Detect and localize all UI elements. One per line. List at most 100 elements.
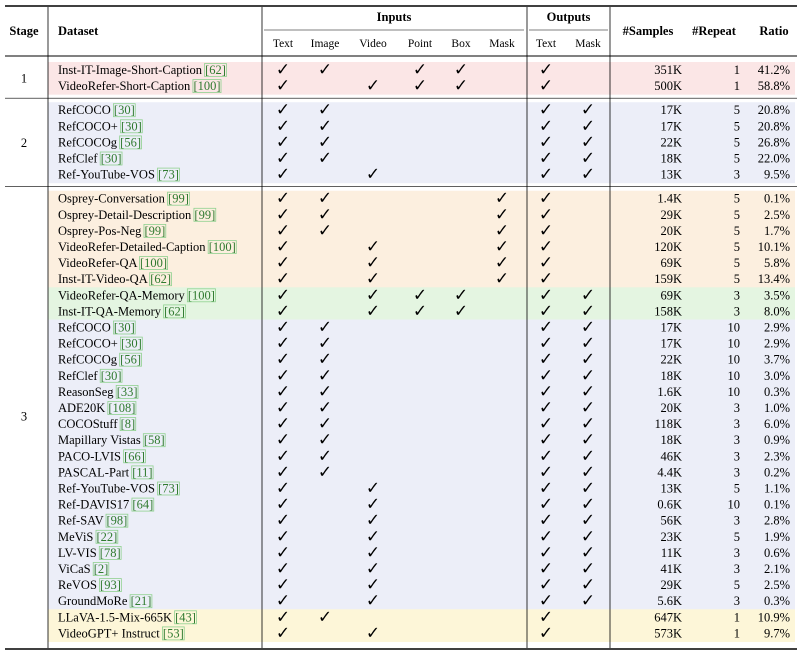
- citation-link[interactable]: [62]: [150, 272, 171, 286]
- input-check-icon: ✓: [366, 591, 380, 610]
- citation-box: [207, 240, 237, 254]
- ratio-value: 0.3%: [764, 594, 790, 608]
- citation-link[interactable]: [21]: [131, 594, 152, 608]
- citation-link[interactable]: [30]: [101, 369, 122, 383]
- input-check-icon: ✓: [276, 285, 290, 304]
- input-check-icon: ✓: [366, 479, 380, 498]
- citation-link[interactable]: [100]: [188, 288, 215, 302]
- table-row: Mapillary Vistas [58] ✓ ✓ ✓ ✓ 18K 3 0.9%: [58, 430, 790, 449]
- input-check-icon: ✓: [318, 132, 332, 151]
- citation-link[interactable]: [2]: [94, 562, 109, 576]
- citation-link[interactable]: [100]: [209, 240, 236, 254]
- citation-link[interactable]: [33]: [117, 385, 138, 399]
- citation-link[interactable]: [93]: [100, 578, 121, 592]
- citation-link[interactable]: [30]: [121, 119, 142, 133]
- citation-link[interactable]: [99]: [168, 192, 189, 206]
- citation-link[interactable]: [66]: [124, 449, 145, 463]
- dataset-name-text: Ref-YouTube-VOS: [58, 482, 155, 496]
- citation-link[interactable]: [100]: [193, 79, 220, 93]
- citation-link[interactable]: [53]: [163, 626, 184, 640]
- citation-link[interactable]: [30]: [114, 321, 135, 335]
- citation-link[interactable]: [99]: [194, 208, 215, 222]
- citation-link[interactable]: [100]: [140, 256, 167, 270]
- citation-link[interactable]: [22]: [97, 530, 118, 544]
- citation-link[interactable]: [62]: [164, 304, 185, 318]
- input-check-icon: ✓: [276, 398, 290, 417]
- output-check-icon: ✓: [539, 366, 553, 385]
- input-check-icon: ✓: [318, 334, 332, 353]
- ratio-header: Ratio: [759, 24, 788, 38]
- citation-link[interactable]: [30]: [114, 103, 135, 117]
- output-check-icon: ✓: [581, 527, 595, 546]
- dataset-name: Ref-YouTube-VOS [73]: [58, 482, 179, 496]
- row-background: [48, 62, 795, 79]
- citation-link[interactable]: [11]: [132, 465, 152, 479]
- repeat-value: 5: [734, 240, 740, 254]
- input-check-icon: ✓: [366, 495, 380, 514]
- samples-value: 351K: [654, 63, 682, 77]
- citation-box: [163, 304, 186, 319]
- dataset-name-text: Ref-YouTube-VOS: [58, 168, 155, 182]
- row-background: [48, 609, 795, 626]
- citation-link[interactable]: [99]: [144, 224, 165, 238]
- dataset-name: Ref-DAVIS17 [64]: [58, 498, 153, 512]
- citation-link[interactable]: [78]: [100, 546, 121, 560]
- dataset-name: VideoRefer-Detailed-Caption [100]: [58, 240, 236, 254]
- output-check-icon: ✓: [539, 116, 553, 135]
- samples-value: 17K: [660, 337, 682, 351]
- row-background: [48, 190, 795, 208]
- citation-box: [113, 320, 136, 335]
- citation-link[interactable]: [58]: [144, 433, 165, 447]
- dataset-name: RefCOCO [30]: [58, 321, 135, 335]
- dataset-name: Inst-IT-QA-Memory [62]: [58, 304, 185, 318]
- citation-link[interactable]: [30]: [121, 337, 142, 351]
- citation-link[interactable]: [98]: [107, 514, 128, 528]
- citation-link[interactable]: [43]: [175, 610, 196, 624]
- input-check-icon: ✓: [276, 446, 290, 465]
- dataset-name: LLaVA-1.5-Mix-665K [43]: [58, 610, 196, 624]
- samples-value: 13K: [660, 168, 682, 182]
- citation-link[interactable]: [30]: [101, 152, 122, 166]
- input-check-icon: ✓: [276, 60, 290, 79]
- samples-value: 0.6K: [657, 498, 682, 512]
- input-check-icon: ✓: [318, 462, 332, 481]
- input-check-icon: ✓: [413, 285, 427, 304]
- input-check-icon: ✓: [413, 60, 427, 79]
- repeat-value: 3: [734, 168, 740, 182]
- output-check-icon: ✓: [539, 591, 553, 610]
- citation-box: [99, 578, 122, 592]
- input-col-header: Point: [408, 38, 433, 50]
- output-check-icon: ✓: [539, 189, 553, 208]
- samples-value: 22K: [660, 135, 682, 149]
- dataset-name: Osprey-Detail-Description [99]: [58, 208, 215, 222]
- output-check-icon: ✓: [581, 511, 595, 530]
- input-check-icon: ✓: [366, 543, 380, 562]
- citation-link[interactable]: [64]: [132, 498, 153, 512]
- citation-link[interactable]: [73]: [158, 168, 179, 182]
- ratio-value: 13.4%: [758, 272, 790, 286]
- input-check-icon: ✓: [454, 301, 468, 320]
- input-col-header: Mask: [489, 38, 515, 50]
- dataset-name-text: RefCOCO+: [58, 119, 118, 133]
- citation-link[interactable]: [73]: [158, 482, 179, 496]
- dataset-name: Mapillary Vistas [58]: [58, 433, 165, 447]
- citation-link[interactable]: [8]: [121, 417, 136, 431]
- citation-link[interactable]: [108]: [108, 401, 135, 415]
- repeat-value: 3: [734, 465, 740, 479]
- repeat-value: 3: [734, 288, 740, 302]
- samples-value: 4.4K: [657, 465, 682, 479]
- output-check-icon: ✓: [539, 165, 553, 184]
- input-check-icon: ✓: [366, 237, 380, 256]
- table-row: VideoRefer-Short-Caption [100] ✓ ✓ ✓ ✓ ✓ 500K 1…: [58, 76, 790, 95]
- citation-link[interactable]: [56]: [120, 135, 141, 149]
- input-check-icon: ✓: [276, 100, 290, 119]
- input-check-icon: ✓: [366, 76, 380, 95]
- output-check-icon: ✓: [581, 543, 595, 562]
- dataset-name: Ref-SAV [98]: [58, 514, 127, 528]
- row-background: [48, 271, 795, 288]
- dataset-name-text: RefCOCOg: [58, 353, 118, 367]
- samples-value: 647K: [654, 610, 682, 624]
- citation-link[interactable]: [56]: [120, 353, 141, 367]
- citation-link[interactable]: [62]: [205, 63, 226, 77]
